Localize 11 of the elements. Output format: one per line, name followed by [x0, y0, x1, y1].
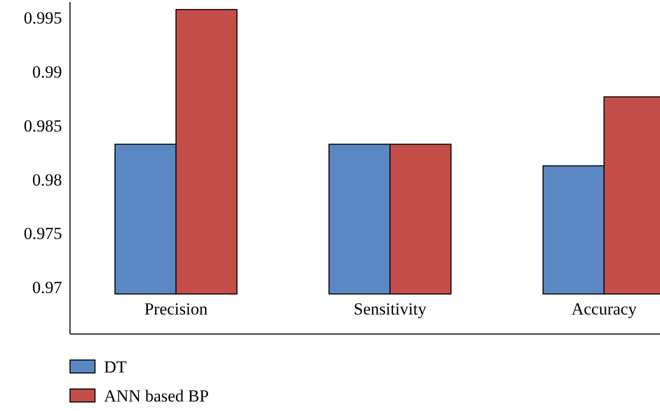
x-tick-label: Accuracy: [571, 300, 638, 318]
legend-label: DT: [104, 358, 128, 376]
x-tick-label: Sensitivity: [354, 300, 427, 318]
y-tick-label: 0.97: [32, 278, 62, 298]
y-tick-label: 0.98: [32, 170, 62, 190]
y-tick-label: 0.985: [24, 116, 62, 136]
x-tick-label: Precision: [144, 300, 208, 318]
y-tick-label: 0.975: [24, 224, 62, 244]
y-tick-label: 0.99: [32, 62, 62, 82]
legend-label: ANN based BP: [104, 386, 209, 406]
y-tick-label: 0.995: [24, 8, 62, 28]
